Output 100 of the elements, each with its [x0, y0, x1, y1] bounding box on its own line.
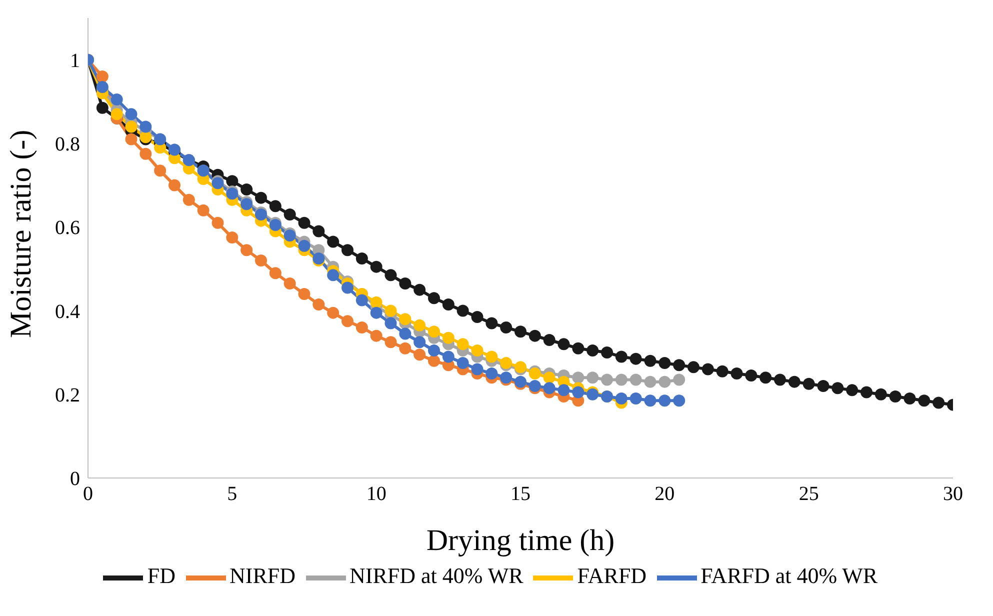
point — [96, 70, 108, 83]
point — [298, 288, 310, 300]
point — [658, 376, 671, 388]
point — [428, 326, 440, 338]
legend-label: FD — [147, 563, 176, 588]
y-tick-label: 0.6 — [55, 217, 80, 240]
point — [140, 148, 152, 160]
point — [356, 294, 368, 306]
point — [802, 378, 815, 390]
point — [125, 108, 138, 120]
point — [255, 254, 267, 267]
point — [630, 352, 642, 365]
point — [528, 330, 541, 342]
x-tick-label: 25 — [798, 483, 819, 506]
point — [442, 298, 454, 310]
point — [644, 394, 656, 407]
point — [370, 296, 382, 308]
point — [615, 392, 628, 405]
point — [471, 363, 484, 376]
x-tick-label: 15 — [510, 483, 530, 506]
x-tick-label: 10 — [366, 483, 386, 506]
point — [240, 198, 253, 210]
point — [904, 392, 916, 405]
legend-label: FARFD — [577, 563, 647, 588]
point — [558, 338, 570, 350]
point — [298, 240, 310, 252]
point — [658, 357, 671, 369]
point — [428, 292, 440, 304]
point — [125, 133, 138, 146]
point — [572, 386, 584, 398]
point — [932, 396, 945, 409]
point — [182, 194, 195, 206]
point — [384, 336, 397, 348]
point — [716, 365, 728, 378]
point — [760, 372, 772, 384]
point — [500, 321, 512, 334]
point — [255, 192, 267, 204]
point — [500, 357, 512, 369]
point — [399, 342, 412, 354]
point — [327, 306, 340, 319]
point — [342, 282, 354, 294]
point — [96, 81, 108, 93]
point — [212, 216, 224, 229]
y-tick-label: 1 — [70, 50, 80, 72]
point — [658, 394, 671, 407]
point — [630, 374, 642, 386]
point — [615, 374, 628, 386]
point — [327, 236, 340, 248]
point — [486, 350, 498, 363]
point — [889, 390, 902, 402]
legend-label: NIRFD — [230, 563, 296, 588]
point — [456, 304, 469, 317]
x-tick-label: 5 — [227, 483, 238, 506]
point — [240, 244, 253, 256]
point — [399, 278, 412, 290]
point — [615, 350, 628, 363]
point — [284, 208, 296, 221]
point — [543, 334, 556, 346]
point — [284, 278, 296, 290]
point — [356, 252, 368, 264]
point — [168, 179, 180, 192]
point — [342, 244, 354, 256]
point — [370, 306, 382, 319]
legend-label: FARFD at 40% WR — [700, 563, 878, 588]
point — [730, 367, 743, 380]
point — [399, 313, 412, 326]
point — [673, 374, 686, 386]
point — [255, 208, 267, 221]
point — [327, 269, 340, 282]
point — [702, 363, 714, 376]
point — [312, 298, 325, 310]
point — [846, 384, 858, 396]
x-tick-label: 20 — [654, 483, 675, 506]
point — [269, 219, 282, 231]
point — [471, 311, 484, 323]
x-axis-title: Drying time (h) — [426, 524, 615, 557]
point — [414, 319, 426, 332]
y-tick-label: 0.4 — [55, 300, 80, 323]
point — [586, 372, 599, 384]
point — [558, 384, 570, 396]
point — [688, 361, 700, 374]
point — [399, 328, 412, 340]
point — [370, 260, 382, 273]
point — [832, 382, 844, 394]
point — [514, 326, 526, 338]
point — [414, 284, 426, 296]
point — [630, 392, 642, 405]
x-tick-label: 30 — [943, 483, 963, 506]
point — [543, 382, 556, 394]
point — [370, 330, 382, 342]
point — [528, 380, 541, 392]
point — [572, 372, 584, 384]
point — [601, 346, 613, 359]
point — [543, 372, 556, 384]
point — [110, 108, 123, 120]
legend-label: NIRFD at 40% WR — [350, 563, 524, 588]
point — [874, 388, 887, 400]
point — [918, 394, 930, 407]
point — [226, 175, 238, 188]
y-tick-label: 0.8 — [55, 134, 80, 156]
